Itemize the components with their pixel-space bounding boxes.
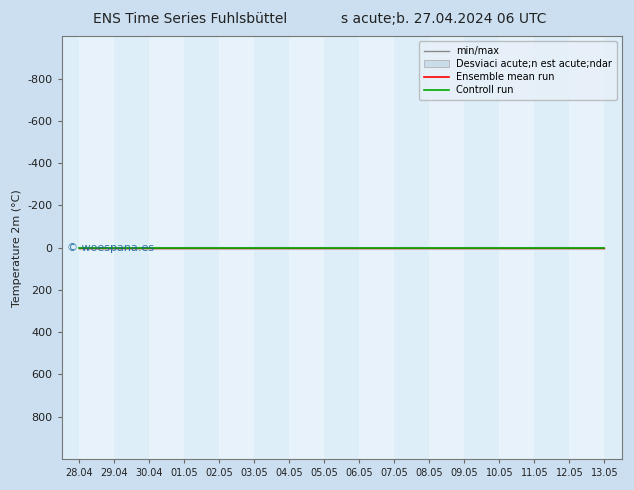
Legend: min/max, Desviaci acute;n est acute;ndar, Ensemble mean run, Controll run: min/max, Desviaci acute;n est acute;ndar… (420, 41, 617, 100)
Text: © woespana.es: © woespana.es (67, 243, 155, 253)
Bar (429, 36, 465, 459)
Bar (219, 36, 254, 459)
Text: s acute;b. 27.04.2024 06 UTC: s acute;b. 27.04.2024 06 UTC (341, 12, 547, 26)
Bar (500, 36, 534, 459)
Bar (569, 36, 604, 459)
Bar (289, 36, 325, 459)
Text: ENS Time Series Fuhlsbüttel: ENS Time Series Fuhlsbüttel (93, 12, 287, 26)
Y-axis label: Temperature 2m (°C): Temperature 2m (°C) (12, 189, 22, 307)
Bar (79, 36, 114, 459)
Bar (149, 36, 184, 459)
Bar (359, 36, 394, 459)
